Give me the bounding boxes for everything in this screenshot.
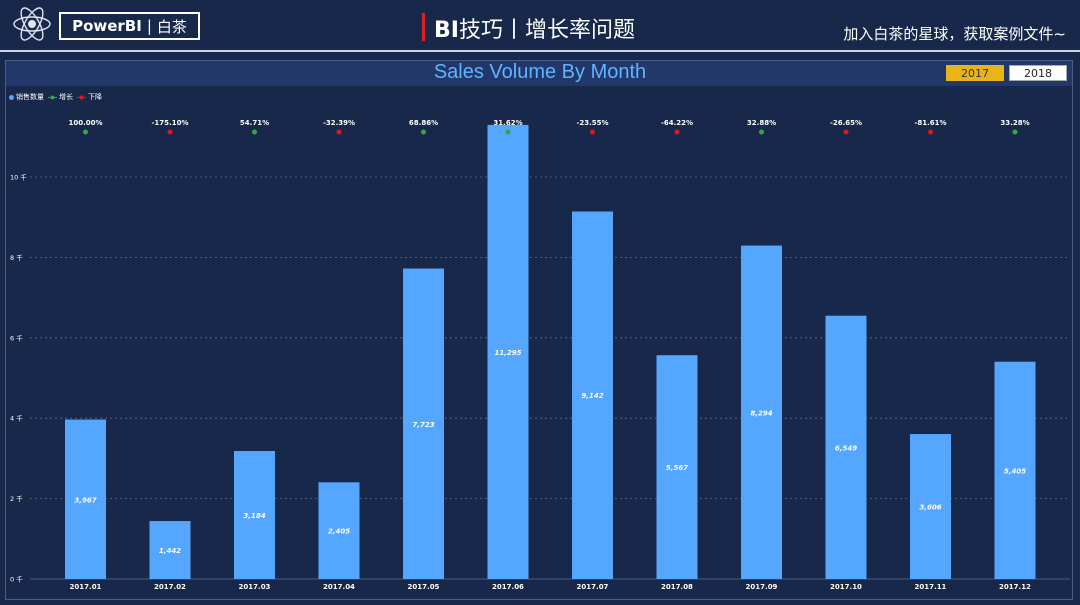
bar-value-label: 3,967 — [74, 496, 96, 504]
bar — [825, 315, 867, 579]
bar — [318, 482, 360, 579]
bar — [234, 451, 275, 579]
x-tick-label: 2017.06 — [492, 583, 524, 591]
page-title-bold: BI — [434, 18, 459, 43]
growth-up-marker — [421, 129, 426, 135]
growth-down-marker — [590, 129, 595, 135]
x-tick-label: 2017.10 — [830, 583, 862, 591]
bar — [994, 361, 1036, 579]
bar-value-label: 5,567 — [666, 464, 688, 472]
growth-up-marker — [759, 129, 764, 135]
legend-label-sales: 销售数量 — [16, 93, 44, 101]
bar-value-label: 11,295 — [494, 349, 521, 357]
bar-value-label: 5,405 — [1004, 467, 1026, 475]
growth-label: 68.86% — [409, 119, 438, 127]
page-title-rest: 技巧丨增长率问题 — [458, 18, 635, 43]
bar-value-label: 7,723 — [412, 421, 434, 429]
brand-logo: PowerBI | 白茶 — [59, 12, 200, 40]
growth-label: 31.62% — [493, 119, 522, 127]
legend-label-up: 增长 — [59, 93, 73, 101]
y-tick-label: 2 千 — [10, 494, 23, 503]
growth-down-marker — [674, 129, 680, 135]
bar-value-label: 1,442 — [159, 547, 181, 555]
atom-icon — [13, 7, 51, 41]
growth-label: -23.55% — [576, 119, 608, 127]
growth-up-marker — [505, 129, 511, 135]
title-accent-bar — [422, 13, 425, 41]
growth-label: -26.65% — [830, 119, 862, 127]
growth-label: 54.71% — [240, 119, 269, 127]
y-tick-label: 0 千 — [10, 575, 23, 584]
bar — [487, 124, 529, 579]
report-header: PowerBI | 白茶 BI技巧丨增长率问题 加入白茶的星球，获取案例文件~ — [0, 0, 1080, 52]
chart-panel — [5, 60, 1073, 600]
x-tick-label: 2017.03 — [239, 583, 271, 591]
x-tick-label: 2017.07 — [577, 583, 609, 591]
logo-text-cn: 白茶 — [156, 17, 187, 36]
growth-up-marker — [83, 129, 88, 135]
legend-label-down: 下降 — [88, 93, 102, 101]
y-tick-label: 10 千 — [10, 173, 27, 182]
bar — [741, 245, 782, 579]
bar-value-label: 3,184 — [243, 512, 265, 520]
growth-up-marker — [252, 129, 257, 135]
promo-text: 加入白茶的星球，获取案例文件~ — [843, 25, 1066, 43]
growth-down-marker — [167, 129, 173, 135]
x-tick-label: 2017.08 — [661, 583, 693, 591]
y-tick-label: 6 千 — [10, 333, 23, 342]
bar — [149, 521, 191, 579]
legend-swatch-sales — [9, 94, 14, 100]
x-tick-label: 2017.05 — [408, 583, 440, 591]
x-tick-label: 2017.11 — [915, 583, 947, 591]
legend-item-up[interactable]: 增长 — [48, 92, 73, 102]
x-tick-label: 2017.09 — [746, 583, 778, 591]
growth-label: -175.10% — [152, 119, 189, 127]
y-tick-label: 8 千 — [10, 253, 23, 262]
bar-value-label: 8,294 — [750, 409, 772, 417]
growth-up-marker — [1012, 129, 1018, 135]
x-tick-label: 2017.01 — [70, 583, 102, 591]
year-slicer-2018[interactable]: 2018 — [1009, 65, 1067, 81]
legend-item-sales[interactable]: 销售数量 — [9, 92, 44, 102]
year-slicer-2017[interactable]: 2017 — [946, 65, 1004, 81]
bar — [65, 419, 106, 579]
chart-legend: 销售数量 增长 下降 — [9, 92, 106, 102]
growth-label: 33.28% — [1000, 119, 1029, 127]
bar — [910, 434, 951, 579]
logo-separator: | — [146, 17, 152, 35]
growth-label: -32.39% — [323, 119, 355, 127]
growth-down-marker — [843, 129, 849, 135]
bar-value-label: 2,405 — [328, 528, 350, 536]
legend-item-down[interactable]: 下降 — [77, 92, 102, 102]
chart-title-bar — [6, 61, 1072, 86]
growth-label: -81.61% — [914, 119, 946, 127]
bar-value-label: 3,606 — [919, 504, 941, 512]
x-tick-label: 2017.12 — [999, 583, 1031, 591]
bar — [656, 355, 698, 579]
x-tick-label: 2017.02 — [154, 583, 186, 591]
bar — [572, 211, 613, 580]
legend-swatch-up — [48, 95, 57, 100]
logo-text-bold: PowerBI — [72, 17, 142, 35]
legend-swatch-down — [77, 95, 86, 100]
growth-label: -64.22% — [661, 119, 693, 127]
bar-value-label: 6,549 — [835, 444, 857, 452]
chart-title: Sales Volume By Month — [433, 61, 647, 83]
page-title: BI技巧丨增长率问题 — [434, 12, 635, 44]
bar-value-label: 9,142 — [581, 392, 603, 400]
x-tick-label: 2017.04 — [323, 583, 355, 591]
growth-down-marker — [336, 129, 342, 135]
growth-down-marker — [928, 129, 933, 135]
growth-label: 100.00% — [68, 119, 102, 127]
y-tick-label: 4 千 — [10, 414, 23, 423]
header-divider — [0, 50, 1080, 52]
growth-label: 32.88% — [747, 119, 776, 127]
bar — [403, 268, 444, 579]
